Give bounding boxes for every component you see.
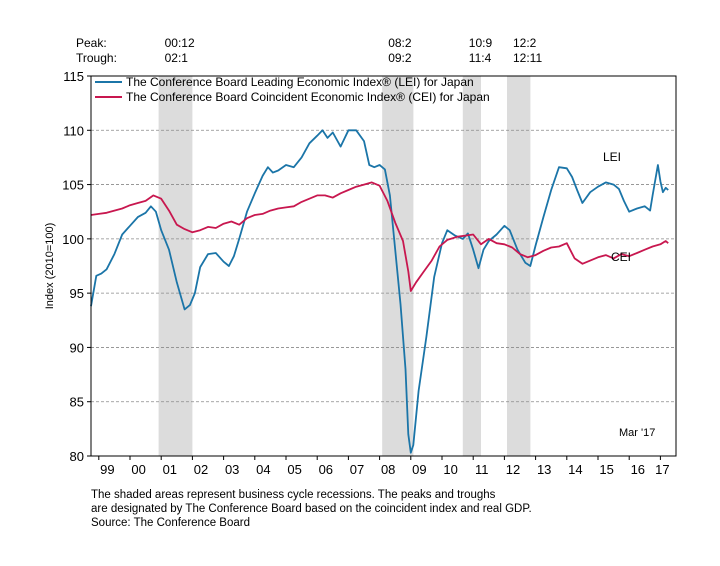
xtick-label-07: 07 [350,462,364,477]
xtick-label-11: 11 [475,462,489,477]
trough-row-label: Trough: [76,51,117,65]
y-axis: 80 85 90 95 100 105 110 115 [62,69,91,464]
recession-band-1 [158,76,193,456]
xtick-label-05: 05 [287,462,301,477]
ytick-label-100: 100 [62,232,84,247]
lei-line [90,129,669,454]
xtick-label-10: 10 [443,462,457,477]
xtick-label-14: 14 [568,462,582,477]
peak-date-3: 10:9 [469,36,493,50]
trough-date-1: 02:1 [165,51,189,65]
cei-line [90,181,669,292]
xtick-label-00: 00 [131,462,145,477]
xtick-label-02: 02 [194,462,208,477]
peak-date-2: 08:2 [388,36,412,50]
xtick-label-99: 99 [100,462,114,477]
legend: The Conference Board Leading Economic In… [95,75,490,104]
cei-series-label: CEI [611,250,631,264]
xtick-label-06: 06 [319,462,333,477]
recession-band-3 [462,76,481,456]
date-annotation: Mar '17 [619,427,655,439]
xtick-label-09: 09 [412,462,426,477]
ytick-label-115: 115 [63,69,84,84]
xtick-label-04: 04 [256,462,270,477]
xtick-label-01: 01 [163,462,177,477]
footnote-line-2: are designated by The Conference Board b… [91,503,532,515]
recession-bands [158,76,531,456]
gridlines [91,129,676,403]
ytick-label-85: 85 [70,395,84,410]
footnote-line-1: The shaded areas represent business cycl… [91,489,496,501]
recession-band-2 [382,76,414,456]
xtick-label-08: 08 [381,462,395,477]
xtick-label-13: 13 [537,462,551,477]
xtick-label-17: 17 [655,462,669,477]
footnote-line-3: Source: The Conference Board [91,517,250,529]
ytick-label-80: 80 [70,449,84,464]
y-axis-title: Index (2010=100) [44,223,56,310]
xtick-label-03: 03 [225,462,239,477]
peak-date-4: 12:2 [513,36,537,50]
series-lines [90,129,669,454]
xtick-label-15: 15 [599,462,613,477]
trough-date-3: 11:4 [469,51,492,65]
legend-label-lei: The Conference Board Leading Economic In… [126,75,474,89]
plot-frame [90,75,677,457]
trough-date-2: 09:2 [388,51,412,65]
peak-row-label: Peak: [76,36,107,50]
x-axis: 99 00 01 02 03 04 05 06 07 08 09 10 11 12 13 14 15 16 17 [98,456,670,477]
xtick-label-12: 12 [506,462,520,477]
ytick-label-110: 110 [63,123,84,138]
recession-band-4 [506,76,531,456]
xtick-label-16: 16 [631,462,645,477]
ytick-label-95: 95 [70,286,84,301]
ytick-label-105: 105 [62,178,84,193]
legend-label-cei: The Conference Board Coincident Economic… [126,90,490,104]
peak-date-1: 00:12 [165,36,195,50]
ytick-label-90: 90 [70,340,84,355]
trough-date-4: 12:11 [513,51,542,65]
lei-series-label: LEI [603,150,621,164]
